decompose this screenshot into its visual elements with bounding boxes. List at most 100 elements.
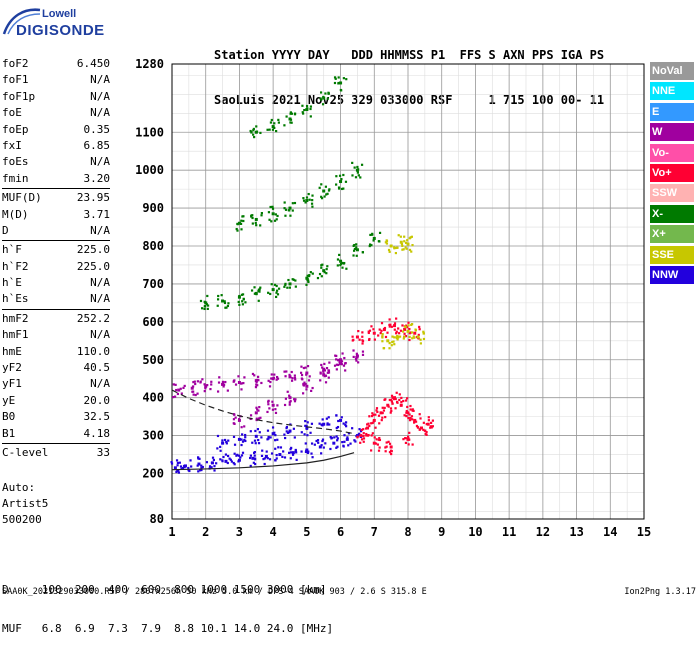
data-point xyxy=(190,386,194,390)
echo-point xyxy=(210,466,213,469)
echo-point xyxy=(352,249,356,252)
echo-point xyxy=(305,196,309,199)
data-point xyxy=(386,403,390,407)
echo-point xyxy=(321,103,325,106)
data-point xyxy=(288,375,292,379)
echo-point xyxy=(192,393,195,396)
data-point xyxy=(322,373,326,377)
echo-point xyxy=(339,262,343,265)
param-value: 110.0 xyxy=(76,344,110,358)
echo-point xyxy=(267,211,271,214)
echo-point xyxy=(335,414,338,417)
param-row: h`Es N/A xyxy=(2,291,110,307)
echo-point xyxy=(374,426,377,429)
echo-point xyxy=(322,446,325,449)
echo-point xyxy=(385,441,388,444)
param-name: foEs xyxy=(2,155,29,169)
echo-point xyxy=(213,469,216,472)
echo-point xyxy=(267,403,270,406)
echo-point xyxy=(196,392,199,395)
echo-point xyxy=(365,432,368,436)
echo-point xyxy=(393,343,396,346)
echo-point xyxy=(368,329,372,332)
echo-point xyxy=(361,331,364,334)
echo-point xyxy=(199,469,202,472)
echo-point xyxy=(346,438,349,441)
echo-point xyxy=(390,400,394,403)
echo-point xyxy=(253,135,256,139)
echo-point xyxy=(388,347,391,350)
echo-point xyxy=(255,130,259,133)
echo-point xyxy=(337,82,340,85)
echo-point xyxy=(408,248,412,252)
echo-point xyxy=(384,398,387,401)
legend-item: NoVal xyxy=(650,62,694,80)
echo-point xyxy=(283,207,286,210)
echo-point xyxy=(342,422,345,425)
echo-point xyxy=(205,461,209,464)
echo-point xyxy=(378,328,381,331)
echo-point xyxy=(392,340,395,343)
echo-point xyxy=(291,209,294,212)
echo-point xyxy=(409,416,412,419)
echo-point xyxy=(182,386,185,389)
echo-point xyxy=(400,396,403,400)
echo-point xyxy=(216,447,219,450)
echo-point xyxy=(294,398,297,401)
echo-point xyxy=(388,250,391,253)
echo-point xyxy=(257,409,260,412)
echo-point xyxy=(270,220,273,223)
echo-point xyxy=(292,278,295,281)
param-value: N/A xyxy=(90,155,110,169)
echo-point xyxy=(408,338,411,342)
echo-point xyxy=(355,254,358,257)
echo-point xyxy=(270,373,273,376)
echo-point xyxy=(402,438,405,441)
echo-point xyxy=(342,187,345,190)
echo-point xyxy=(211,456,215,459)
x-tick-label: 12 xyxy=(536,525,550,539)
echo-point xyxy=(357,168,360,171)
echo-point xyxy=(254,386,258,389)
echo-point xyxy=(342,173,345,177)
x-tick-label: 6 xyxy=(337,525,344,539)
echo-point xyxy=(274,213,277,216)
echo-point xyxy=(268,385,272,388)
echo-point xyxy=(301,104,304,107)
echo-point xyxy=(395,317,398,320)
data-point xyxy=(318,445,322,449)
param-separator xyxy=(2,442,110,444)
echo-point xyxy=(402,399,405,403)
echo-point xyxy=(419,338,422,341)
echo-point xyxy=(233,463,236,466)
echo-point xyxy=(324,442,327,445)
echo-point xyxy=(271,400,274,403)
echo-point xyxy=(241,451,245,454)
param-value: 3.20 xyxy=(83,171,111,185)
param-value: 4.18 xyxy=(83,426,111,440)
param-separator xyxy=(2,188,110,190)
echo-point xyxy=(376,443,379,446)
x-tick-label: 7 xyxy=(371,525,378,539)
echo-point xyxy=(275,289,279,292)
data-point xyxy=(389,445,393,449)
echo-point xyxy=(319,91,323,94)
echo-point xyxy=(315,439,318,443)
param-row: M(D) 3.71 xyxy=(2,207,110,223)
echo-point xyxy=(374,442,378,445)
param-name: yE xyxy=(2,393,16,407)
echo-point xyxy=(300,377,303,380)
echo-point xyxy=(225,442,228,445)
echo-point xyxy=(254,462,257,466)
echo-point xyxy=(192,390,195,393)
echo-point xyxy=(276,293,280,296)
echo-point xyxy=(408,413,411,416)
echo-point xyxy=(277,121,280,124)
echo-point xyxy=(177,469,180,472)
echo-point xyxy=(389,407,393,410)
y-tick-label: 1280 xyxy=(135,57,164,71)
echo-point xyxy=(269,436,272,439)
param-value: 225.0 xyxy=(76,259,110,273)
echo-point xyxy=(228,457,231,460)
echo-point xyxy=(255,417,258,420)
